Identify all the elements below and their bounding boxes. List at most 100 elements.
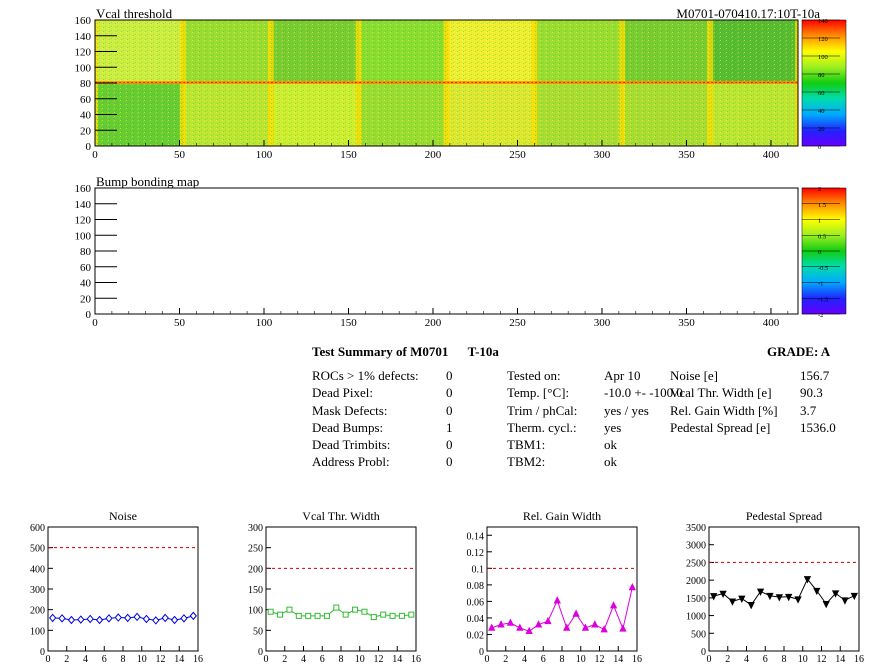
results-table: Noise [e] 156.7 Vcal Thr. Width [e] 90.3 R… bbox=[670, 367, 860, 436]
defect-row: Dead Trimbits: 0 bbox=[312, 437, 453, 453]
x-tick-label: 10 bbox=[798, 654, 808, 665]
z-tick-label: -1 bbox=[818, 281, 823, 288]
x-tick-label: 16 bbox=[193, 654, 203, 665]
y-tick-label: 0 bbox=[258, 647, 263, 658]
bump-map-title: Bump bonding map bbox=[96, 174, 199, 189]
x-tick-label: 8 bbox=[782, 654, 787, 665]
y-tick-label: 140 bbox=[75, 199, 92, 211]
y-tick-label: 3000 bbox=[686, 541, 706, 552]
summary-plot-3: Rel. Gain Width 0 2 4 6 8 10 12 14 16 0 0.02 0.04 0.0… bbox=[467, 509, 643, 665]
z-tick-label: 0 bbox=[818, 249, 821, 256]
x-tick-label: 0 bbox=[92, 149, 98, 161]
x-tick-label: 16 bbox=[854, 654, 864, 665]
x-tick-label: 4 bbox=[522, 654, 527, 665]
x-tick-label: 150 bbox=[340, 149, 357, 161]
x-tick-label: 0 bbox=[485, 654, 490, 665]
data-point bbox=[314, 612, 321, 619]
y-tick-label: 0.08 bbox=[467, 581, 485, 592]
x-tick-label: 0 bbox=[264, 654, 269, 665]
x-tick-label: 14 bbox=[174, 654, 184, 665]
data-point bbox=[766, 592, 774, 601]
vcal-heatmap-texture bbox=[95, 20, 798, 146]
data-point bbox=[525, 626, 533, 635]
vcal-threshold-map: Vcal threshold M0701-070410.17:10T-10a 0… bbox=[75, 6, 847, 161]
data-point bbox=[600, 625, 608, 633]
result-row: Rel. Gain Width [%] 3.7 bbox=[670, 402, 817, 418]
data-point bbox=[831, 590, 840, 598]
y-tick-label: 300 bbox=[30, 585, 45, 596]
data-point bbox=[609, 601, 618, 609]
y-tick-label: 100 bbox=[248, 606, 263, 617]
bump-x-axis: 0 50 100 150 200 250 300 350 400 bbox=[92, 308, 789, 329]
data-point bbox=[267, 608, 274, 615]
z-tick-label: 60 bbox=[818, 90, 825, 97]
y-tick-label: 400 bbox=[30, 564, 45, 575]
x-tick-label: 200 bbox=[425, 149, 442, 161]
data-point bbox=[333, 604, 340, 611]
bump-bonding-map: Bump bonding map 0 50 100 150 200 250 300 350 40… bbox=[75, 174, 847, 329]
y-tick-label: 100 bbox=[75, 230, 92, 242]
x-tick-label: 14 bbox=[392, 654, 402, 665]
data-point bbox=[813, 587, 821, 596]
data-point bbox=[370, 614, 377, 621]
x-tick-label: 6 bbox=[102, 654, 107, 665]
data-point bbox=[133, 612, 141, 622]
data-point bbox=[619, 624, 627, 632]
x-tick-label: 10 bbox=[576, 654, 586, 665]
x-tick-label: 4 bbox=[744, 654, 749, 665]
plot-title: Rel. Gain Width bbox=[523, 509, 601, 523]
z-tick-label: 80 bbox=[818, 72, 825, 79]
plot-title: Noise bbox=[109, 509, 137, 523]
data-point bbox=[142, 614, 151, 624]
data-point bbox=[544, 616, 552, 625]
y-tick-label: 0.02 bbox=[467, 630, 485, 641]
data-point bbox=[58, 614, 66, 623]
series-line bbox=[52, 615, 194, 621]
data-point bbox=[105, 614, 113, 623]
data-point bbox=[822, 600, 830, 609]
vcal-y-axis: 0 20 40 60 80 100 120 140 160 bbox=[75, 15, 117, 153]
bump-y-axis: 0 20 40 60 80 100 120 140 160 bbox=[75, 183, 117, 321]
x-tick-label: 400 bbox=[763, 317, 780, 329]
data-point bbox=[719, 590, 727, 599]
y-tick-label: 50 bbox=[253, 626, 263, 637]
y-tick-label: 100 bbox=[30, 626, 45, 637]
data-point bbox=[295, 612, 302, 619]
summary-plot-2: Vcal Thr. Width 0 2 4 6 8 10 12 14 16 0 50 100 150 200… bbox=[248, 509, 421, 665]
data-point bbox=[756, 588, 765, 596]
x-tick-label: 8 bbox=[339, 654, 344, 665]
data-point bbox=[785, 593, 793, 602]
y-tick-label: 60 bbox=[80, 94, 92, 106]
x-tick-label: 2 bbox=[725, 654, 730, 665]
y-tick-label: 0 bbox=[701, 647, 706, 658]
x-tick-label: 250 bbox=[509, 317, 526, 329]
data-point bbox=[534, 620, 543, 628]
data-point bbox=[591, 620, 599, 628]
z-tick-label: 20 bbox=[818, 126, 825, 133]
data-point bbox=[747, 602, 755, 610]
x-tick-label: 400 bbox=[763, 149, 780, 161]
x-tick-label: 8 bbox=[560, 654, 565, 665]
y-tick-label: 0.14 bbox=[467, 531, 485, 542]
data-point bbox=[488, 623, 496, 631]
z-tick-label: -0.5 bbox=[818, 265, 828, 272]
data-point bbox=[323, 612, 330, 619]
z-tick-label: -2 bbox=[818, 312, 823, 319]
summary-plot-1: Noise 0 2 4 6 8 10 12 14 16 0 100 200 300 400 500 600 bbox=[30, 509, 203, 665]
data-point bbox=[775, 594, 783, 602]
x-tick-label: 12 bbox=[156, 654, 166, 665]
data-point bbox=[794, 596, 802, 604]
data-point bbox=[497, 620, 505, 628]
data-point bbox=[850, 592, 858, 601]
x-tick-label: 350 bbox=[678, 317, 695, 329]
x-tick-label: 100 bbox=[256, 149, 273, 161]
defect-row: Mask Defects: 0 bbox=[312, 402, 453, 418]
x-tick-label: 0 bbox=[92, 317, 98, 329]
summary-plot-4: Pedestal Spread 0 2 4 6 8 10 12 14 16 0 500 1000 1500… bbox=[686, 509, 864, 665]
bump-map-frame bbox=[94, 187, 799, 315]
y-tick-label: 3500 bbox=[686, 523, 706, 534]
x-tick-label: 12 bbox=[595, 654, 605, 665]
data-point bbox=[408, 611, 415, 618]
y-tick-label: 150 bbox=[248, 585, 263, 596]
